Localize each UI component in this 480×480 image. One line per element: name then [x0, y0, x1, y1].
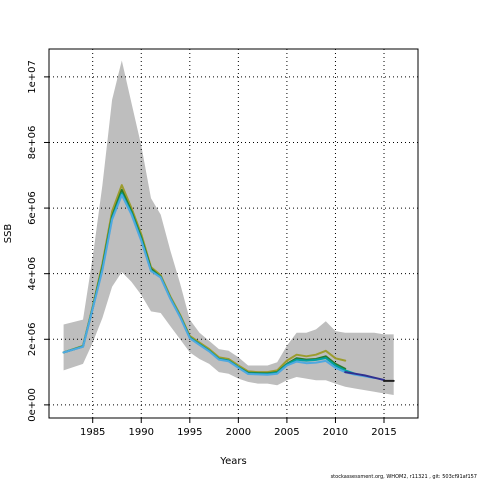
x-axis-title: Years [219, 456, 246, 467]
x-tick-label: 1990 [129, 427, 154, 438]
x-tick-label: 2010 [323, 427, 348, 438]
series-line-4 [62, 194, 376, 379]
series-line-5 [344, 371, 385, 381]
x-axis: 1985 1990 1995 2000 2005 2010 2015 [80, 418, 397, 438]
series-line-1 [62, 184, 347, 374]
confidence-band [63, 60, 394, 395]
y-tick-label: 1e+07 [27, 60, 38, 94]
x-tick-label: 2015 [371, 427, 396, 438]
y-axis-title: SSB [3, 224, 14, 244]
plot-border [48, 48, 419, 419]
x-tick-label: 1995 [177, 427, 202, 438]
y-tick-label: 8e+06 [27, 126, 38, 160]
y-tick-label: 4e+06 [27, 257, 38, 291]
y-tick-label: 2e+06 [27, 322, 38, 356]
x-tick-label: 2005 [274, 427, 299, 438]
y-tick-label: 0e+00 [27, 388, 38, 422]
footer-note: stockassessment.org, WHOM2, r11321 , git… [331, 474, 477, 480]
series-lines [62, 184, 395, 382]
x-tick-label: 1985 [80, 427, 105, 438]
confidence-band-layer [63, 60, 394, 395]
y-tick-label: 6e+06 [27, 191, 38, 225]
y-axis: 0e+00 2e+06 4e+06 6e+06 8e+06 1e+07 [27, 60, 49, 422]
x-tick-label: 2000 [226, 427, 251, 438]
